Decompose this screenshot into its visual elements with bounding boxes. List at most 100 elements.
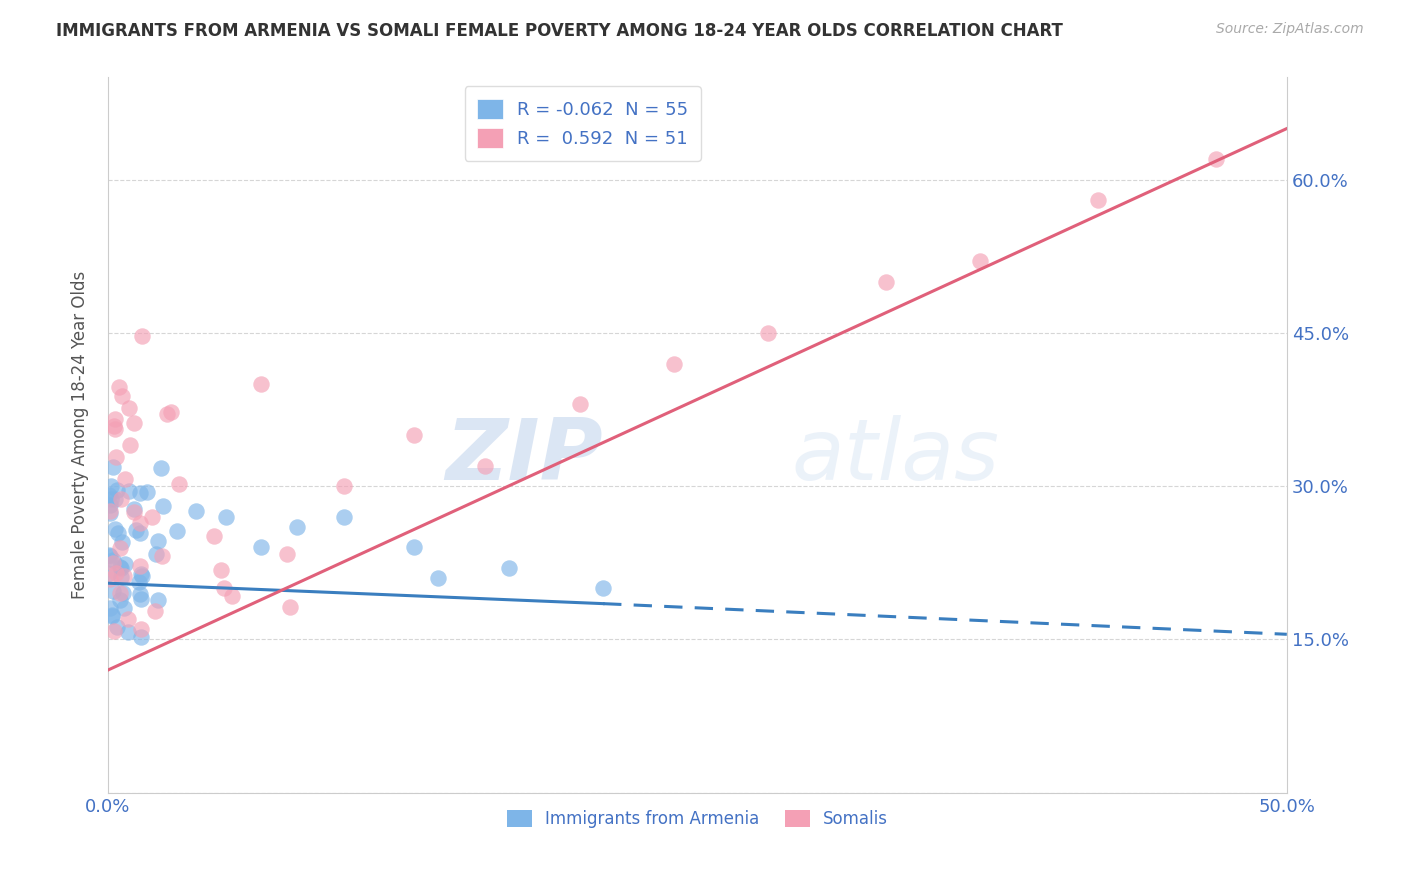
Point <box>105 620 128 634</box>
Point <box>143 604 166 618</box>
Point <box>128 574 150 589</box>
Point <box>101 609 124 624</box>
Point <box>1323 121 1346 136</box>
Point <box>105 450 128 465</box>
Point <box>498 561 520 575</box>
Point <box>568 397 591 411</box>
Point <box>104 422 127 436</box>
Point <box>662 357 685 371</box>
Point <box>131 329 153 343</box>
Legend: Immigrants from Armenia, Somalis: Immigrants from Armenia, Somalis <box>501 803 894 834</box>
Point <box>152 499 174 513</box>
Point <box>184 504 207 518</box>
Point <box>1393 91 1406 105</box>
Text: atlas: atlas <box>792 415 1000 498</box>
Point <box>332 479 354 493</box>
Point <box>124 416 146 430</box>
Point <box>969 254 991 268</box>
Point <box>166 524 188 539</box>
Point <box>104 566 127 581</box>
Point <box>117 401 139 415</box>
Point <box>103 522 125 536</box>
Point <box>101 459 124 474</box>
Point <box>131 622 153 636</box>
Point <box>112 586 135 600</box>
Point <box>474 458 496 473</box>
Point <box>101 553 124 567</box>
Point <box>118 437 141 451</box>
Point <box>332 509 354 524</box>
Point <box>145 547 167 561</box>
Point <box>108 586 131 600</box>
Point <box>204 529 226 543</box>
Point <box>131 568 153 582</box>
Point <box>117 611 139 625</box>
Point <box>98 504 121 518</box>
Point <box>756 326 779 340</box>
Point <box>129 591 152 606</box>
Point <box>404 541 426 555</box>
Point <box>110 569 132 583</box>
Point <box>108 541 131 555</box>
Point <box>104 411 127 425</box>
Point <box>160 404 183 418</box>
Point <box>1205 152 1227 166</box>
Point <box>110 491 132 506</box>
Point <box>117 624 139 639</box>
Point <box>156 407 179 421</box>
Point <box>129 516 152 530</box>
Point <box>129 485 152 500</box>
Text: ZIP: ZIP <box>446 415 603 498</box>
Point <box>107 483 129 497</box>
Point <box>104 492 127 507</box>
Point <box>1087 193 1109 207</box>
Point <box>98 566 121 580</box>
Point <box>108 592 131 607</box>
Point <box>107 526 129 541</box>
Point <box>111 389 134 403</box>
Point <box>215 509 238 524</box>
Point <box>112 601 135 615</box>
Point <box>114 557 136 571</box>
Point <box>592 582 614 596</box>
Point <box>101 584 124 599</box>
Point <box>98 488 121 502</box>
Point <box>114 472 136 486</box>
Point <box>276 547 298 561</box>
Point <box>103 624 125 639</box>
Point <box>135 484 157 499</box>
Point <box>278 600 301 615</box>
Point <box>285 520 308 534</box>
Point <box>103 418 125 433</box>
Point <box>111 534 134 549</box>
Point <box>98 548 121 562</box>
Y-axis label: Female Poverty Among 18-24 Year Olds: Female Poverty Among 18-24 Year Olds <box>72 271 89 599</box>
Point <box>101 607 124 622</box>
Point <box>167 476 190 491</box>
Point <box>110 561 132 575</box>
Text: Source: ZipAtlas.com: Source: ZipAtlas.com <box>1216 22 1364 37</box>
Point <box>108 560 131 574</box>
Point <box>98 499 121 513</box>
Point <box>250 376 273 391</box>
Point <box>129 559 152 574</box>
Point <box>98 601 121 615</box>
Point <box>128 587 150 601</box>
Point <box>146 534 169 549</box>
Point <box>118 483 141 498</box>
Point <box>404 428 426 442</box>
Point <box>98 549 121 563</box>
Point <box>98 506 121 520</box>
Point <box>875 275 897 289</box>
Point <box>100 479 122 493</box>
Text: IMMIGRANTS FROM ARMENIA VS SOMALI FEMALE POVERTY AMONG 18-24 YEAR OLDS CORRELATI: IMMIGRANTS FROM ARMENIA VS SOMALI FEMALE… <box>56 22 1063 40</box>
Point <box>146 593 169 607</box>
Point <box>108 380 131 394</box>
Point <box>98 572 121 586</box>
Point <box>250 541 273 555</box>
Point <box>100 491 122 506</box>
Point <box>129 630 152 644</box>
Point <box>122 502 145 516</box>
Point <box>122 505 145 519</box>
Point <box>150 460 173 475</box>
